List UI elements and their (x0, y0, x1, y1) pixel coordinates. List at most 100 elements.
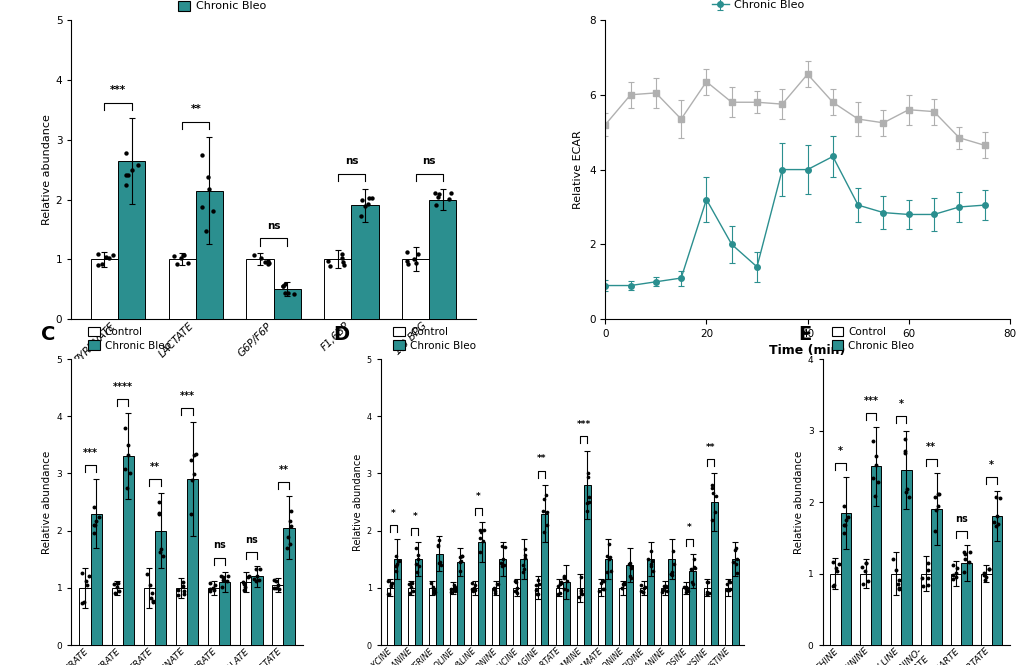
Bar (273, 289, 301, 319)
Point (383, 581, 399, 592)
Point (270, 584, 286, 595)
Point (387, 561, 404, 571)
Point (595, 576, 611, 587)
Point (399, 259, 416, 269)
Point (867, 460, 883, 470)
Bar (393, 559, 400, 645)
Text: ns: ns (245, 535, 258, 545)
Point (955, 567, 971, 577)
Point (856, 566, 872, 577)
Point (918, 558, 934, 569)
Point (260, 259, 276, 269)
Point (615, 579, 632, 590)
Point (600, 553, 616, 564)
Point (977, 572, 994, 583)
Point (268, 575, 284, 586)
Point (430, 558, 446, 569)
Bar (79, 588, 91, 645)
Bar (541, 513, 548, 645)
Bar (352, 205, 378, 319)
Point (453, 551, 470, 561)
Text: ***: *** (862, 396, 877, 406)
Bar (324, 259, 352, 319)
Point (429, 192, 445, 203)
Point (398, 246, 415, 257)
Bar (731, 559, 738, 645)
Text: ns: ns (213, 541, 225, 551)
Point (868, 476, 884, 487)
Point (411, 561, 427, 571)
Point (282, 516, 299, 527)
Point (635, 583, 651, 593)
Point (927, 504, 944, 515)
Bar (239, 582, 251, 645)
Bar (168, 259, 196, 319)
Point (614, 578, 631, 589)
Bar (429, 200, 455, 319)
Point (185, 468, 202, 479)
Point (109, 581, 125, 592)
Point (929, 489, 946, 499)
Point (835, 501, 851, 512)
Text: **: ** (705, 443, 714, 452)
Point (685, 561, 701, 572)
Point (119, 170, 136, 180)
Point (145, 597, 161, 608)
Point (276, 279, 292, 289)
Point (442, 584, 459, 595)
Point (169, 585, 185, 596)
Point (214, 582, 230, 593)
Bar (435, 553, 442, 645)
Point (446, 581, 463, 592)
Point (174, 250, 191, 261)
Point (704, 487, 720, 498)
Bar (492, 588, 498, 645)
Text: ****: **** (113, 382, 132, 392)
Point (829, 559, 846, 570)
Point (151, 509, 167, 520)
Point (493, 561, 510, 571)
Point (867, 451, 883, 462)
Point (487, 586, 503, 597)
Bar (980, 573, 990, 645)
Point (117, 148, 133, 158)
Point (530, 589, 546, 599)
Bar (930, 509, 941, 645)
Point (571, 592, 587, 602)
Point (853, 561, 869, 572)
Point (623, 563, 639, 574)
Point (663, 569, 680, 580)
Point (387, 565, 404, 576)
Point (426, 585, 442, 595)
Point (590, 585, 606, 596)
Point (960, 557, 976, 567)
Point (684, 579, 700, 589)
Text: E: E (798, 325, 811, 344)
Point (706, 507, 722, 517)
Text: A: A (18, 0, 34, 3)
Point (202, 585, 218, 596)
Point (622, 571, 638, 581)
Point (657, 580, 674, 591)
Point (698, 589, 714, 600)
Point (194, 201, 210, 212)
Point (658, 585, 675, 596)
Point (117, 180, 133, 191)
Point (549, 589, 566, 599)
Point (890, 584, 906, 595)
Bar (118, 160, 145, 319)
Point (664, 546, 681, 557)
Text: *: * (391, 509, 395, 518)
Point (117, 423, 133, 434)
Point (183, 454, 200, 465)
Point (170, 590, 186, 600)
Point (409, 567, 425, 577)
Bar (667, 559, 675, 645)
Point (508, 583, 525, 593)
Point (353, 210, 369, 221)
Point (988, 511, 1005, 522)
Point (599, 567, 615, 577)
Point (552, 577, 569, 588)
Point (720, 576, 737, 587)
Point (980, 563, 997, 574)
